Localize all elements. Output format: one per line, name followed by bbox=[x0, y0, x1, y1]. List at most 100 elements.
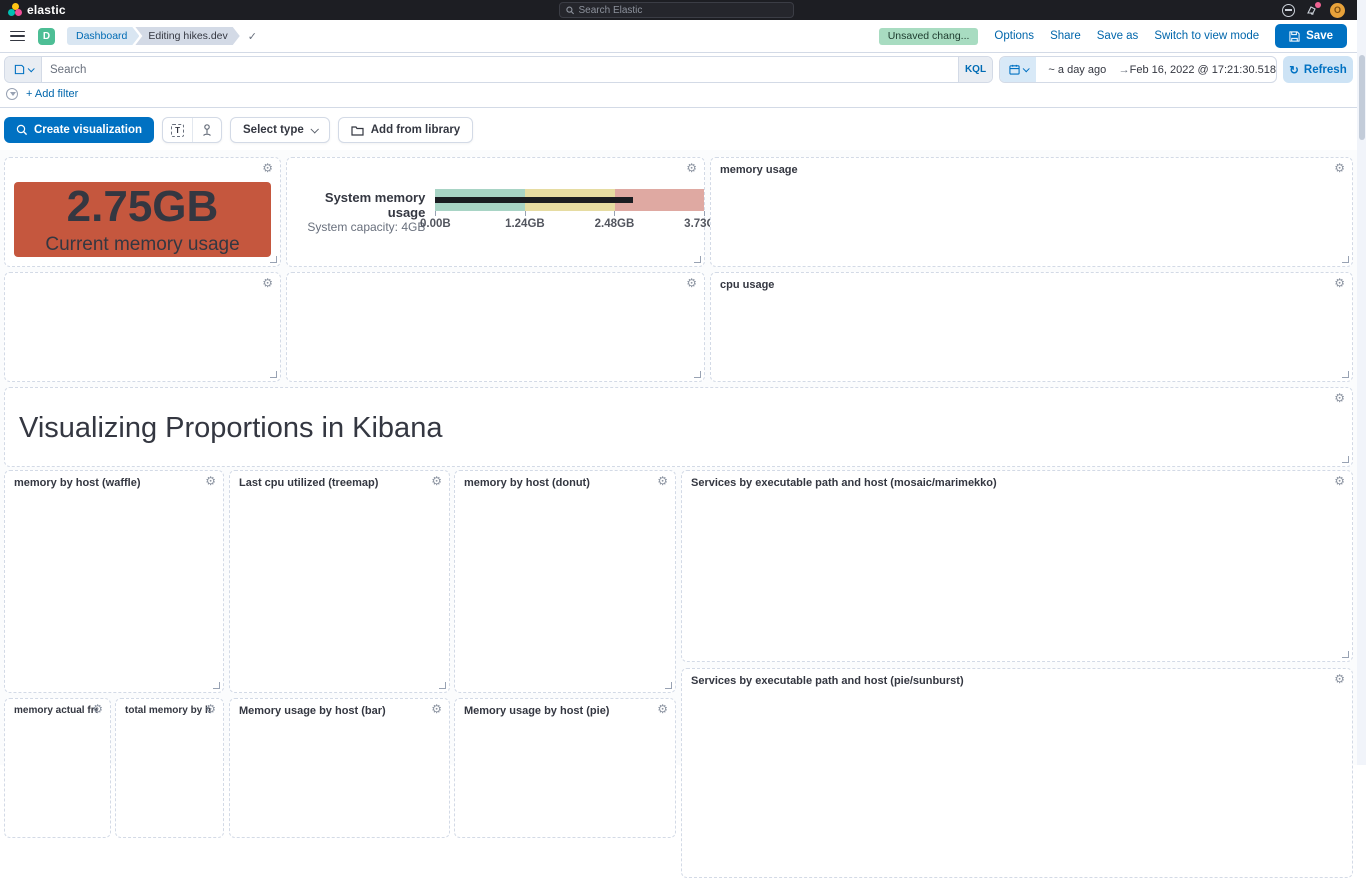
panel-settings-gear-icon[interactable]: ⚙ bbox=[686, 161, 697, 175]
panel-settings-gear-icon[interactable]: ⚙ bbox=[657, 702, 668, 716]
panel-cpu-iowait-bullet: ⚙ bbox=[286, 272, 705, 382]
panel-settings-gear-icon[interactable]: ⚙ bbox=[1334, 672, 1345, 686]
lens-icon bbox=[16, 124, 28, 136]
total-memory-waffle-chart bbox=[116, 699, 223, 837]
panel-settings-gear-icon[interactable]: ⚙ bbox=[205, 474, 216, 488]
refresh-button[interactable]: ↻ Refresh bbox=[1283, 56, 1353, 83]
elastic-logo-icon bbox=[8, 3, 22, 17]
space-badge[interactable]: D bbox=[38, 27, 55, 45]
panel-cpu-usage-bars: cpu usage ⚙ bbox=[710, 272, 1353, 382]
panel-memory-usage-line: memory usage ⚙ bbox=[710, 157, 1353, 267]
query-bar: KQL ~ a day ago → Feb 16, 2022 @ 17:21:3… bbox=[4, 56, 1353, 83]
divider bbox=[0, 107, 1357, 108]
panel-settings-gear-icon[interactable]: ⚙ bbox=[657, 474, 668, 488]
breadcrumb-dashboard[interactable]: Dashboard bbox=[67, 27, 139, 45]
resize-handle[interactable] bbox=[270, 256, 277, 263]
panel-settings-gear-icon[interactable]: ⚙ bbox=[686, 276, 697, 290]
resize-handle[interactable] bbox=[1342, 256, 1349, 263]
edit-toolbar: Create visualization T Select type Add f… bbox=[4, 117, 474, 143]
memory-donut-chart bbox=[455, 471, 675, 692]
panel-memory-actual-free-waffle: memory actual free ⚙ bbox=[4, 698, 111, 838]
date-to[interactable]: Feb 16, 2022 @ 17:21:30.518 bbox=[1129, 63, 1276, 76]
refresh-icon: ↻ bbox=[1289, 64, 1299, 77]
panel-settings-gear-icon[interactable]: ⚙ bbox=[1334, 276, 1345, 290]
add-control-button[interactable] bbox=[192, 118, 221, 142]
switch-view-mode-link[interactable]: Switch to view mode bbox=[1154, 30, 1260, 42]
saved-query-menu-button[interactable] bbox=[5, 57, 42, 82]
save-icon bbox=[1289, 30, 1300, 42]
help-icon[interactable] bbox=[1282, 3, 1295, 17]
panel-total-memory-waffle: total memory by host ⚙ bbox=[115, 698, 224, 838]
select-type-dropdown[interactable]: Select type bbox=[230, 117, 330, 143]
memory-usage-line-chart bbox=[711, 158, 1352, 266]
kql-search-input[interactable] bbox=[42, 57, 958, 82]
top-app-bar: elastic O bbox=[0, 0, 1357, 20]
panel-memory-usage-bar: Memory usage by host (bar) ⚙ bbox=[229, 698, 450, 838]
kql-selector[interactable]: KQL bbox=[958, 57, 992, 82]
current-cpu-metric bbox=[5, 273, 280, 381]
elastic-logo[interactable]: elastic bbox=[0, 3, 66, 17]
resize-handle[interactable] bbox=[694, 256, 701, 263]
panel-title: Last cpu utilized (treemap) bbox=[239, 477, 379, 489]
panel-memory-usage-pie: Memory usage by host (pie) ⚙ bbox=[454, 698, 676, 838]
logo-text: elastic bbox=[27, 3, 66, 17]
add-filter-link[interactable]: + Add filter bbox=[26, 88, 79, 100]
panel-title: Memory usage by host (bar) bbox=[239, 705, 386, 717]
panel-settings-gear-icon[interactable]: ⚙ bbox=[262, 161, 273, 175]
chevron-down-icon bbox=[27, 65, 35, 73]
panel-title: cpu usage bbox=[720, 279, 775, 291]
saved-check-icon: ✓ bbox=[247, 30, 257, 43]
resize-handle[interactable] bbox=[213, 682, 220, 689]
breadcrumb: Dashboard Editing hikes.dev bbox=[67, 27, 240, 45]
share-link[interactable]: Share bbox=[1050, 30, 1081, 42]
panel-settings-gear-icon[interactable]: ⚙ bbox=[1334, 161, 1345, 175]
panel-services-sunburst: Services by executable path and host (pi… bbox=[681, 668, 1353, 878]
add-text-button[interactable]: T bbox=[163, 118, 192, 142]
markdown-heading: Visualizing Proportions in Kibana bbox=[19, 412, 443, 444]
filter-icon[interactable] bbox=[6, 88, 18, 100]
control-icon bbox=[203, 123, 211, 136]
panel-settings-gear-icon[interactable]: ⚙ bbox=[431, 474, 442, 488]
panel-settings-gear-icon[interactable]: ⚙ bbox=[431, 702, 442, 716]
resize-handle[interactable] bbox=[694, 371, 701, 378]
chevron-down-icon bbox=[1022, 65, 1030, 73]
panel-title: Services by executable path and host (mo… bbox=[691, 477, 997, 489]
panel-services-mosaic: Services by executable path and host (mo… bbox=[681, 470, 1353, 662]
services-sunburst-chart bbox=[682, 669, 1352, 877]
date-from[interactable]: ~ a day ago bbox=[1048, 63, 1107, 76]
panel-cpu-treemap: Last cpu utilized (treemap) ⚙ bbox=[229, 470, 450, 693]
text-icon: T bbox=[171, 123, 185, 137]
search-icon bbox=[566, 6, 575, 14]
menu-hamburger-icon[interactable] bbox=[10, 30, 25, 42]
cpu-treemap-chart bbox=[236, 495, 443, 686]
panel-settings-gear-icon[interactable]: ⚙ bbox=[205, 702, 216, 716]
calendar-menu-button[interactable] bbox=[1000, 57, 1036, 82]
panel-settings-gear-icon[interactable]: ⚙ bbox=[1334, 474, 1345, 488]
panel-settings-gear-icon[interactable]: ⚙ bbox=[262, 276, 273, 290]
cpu-usage-bar-chart bbox=[711, 273, 1352, 381]
date-range-picker: ~ a day ago → Feb 16, 2022 @ 17:21:30.51… bbox=[999, 56, 1277, 83]
add-from-library-button[interactable]: Add from library bbox=[337, 117, 474, 143]
scrollbar-thumb[interactable] bbox=[1358, 55, 1365, 140]
panel-settings-gear-icon[interactable]: ⚙ bbox=[92, 702, 103, 716]
notifications-bell-icon[interactable] bbox=[1306, 1, 1321, 17]
panel-settings-gear-icon[interactable]: ⚙ bbox=[1334, 391, 1345, 405]
resize-handle[interactable] bbox=[270, 371, 277, 378]
resize-handle[interactable] bbox=[1342, 371, 1349, 378]
options-link[interactable]: Options bbox=[994, 30, 1035, 42]
global-search[interactable] bbox=[559, 2, 794, 18]
resize-handle[interactable] bbox=[1342, 651, 1349, 658]
save-button[interactable]: Save bbox=[1275, 24, 1347, 48]
panel-memory-waffle: memory by host (waffle) ⚙ bbox=[4, 470, 224, 693]
global-search-input[interactable] bbox=[578, 4, 787, 16]
system-memory-bullet-chart: System memory usage System capacity: 4GB 0… bbox=[307, 189, 724, 234]
create-visualization-button[interactable]: Create visualization bbox=[4, 117, 155, 143]
user-avatar[interactable]: O bbox=[1330, 2, 1345, 18]
save-as-link[interactable]: Save as bbox=[1096, 30, 1139, 42]
page-scrollbar[interactable] bbox=[1357, 0, 1366, 765]
resize-handle[interactable] bbox=[665, 682, 672, 689]
resize-handle[interactable] bbox=[439, 682, 446, 689]
services-mosaic-chart bbox=[682, 471, 1352, 661]
resize-handle[interactable] bbox=[1342, 456, 1349, 463]
panel-title: memory actual free bbox=[14, 705, 98, 716]
